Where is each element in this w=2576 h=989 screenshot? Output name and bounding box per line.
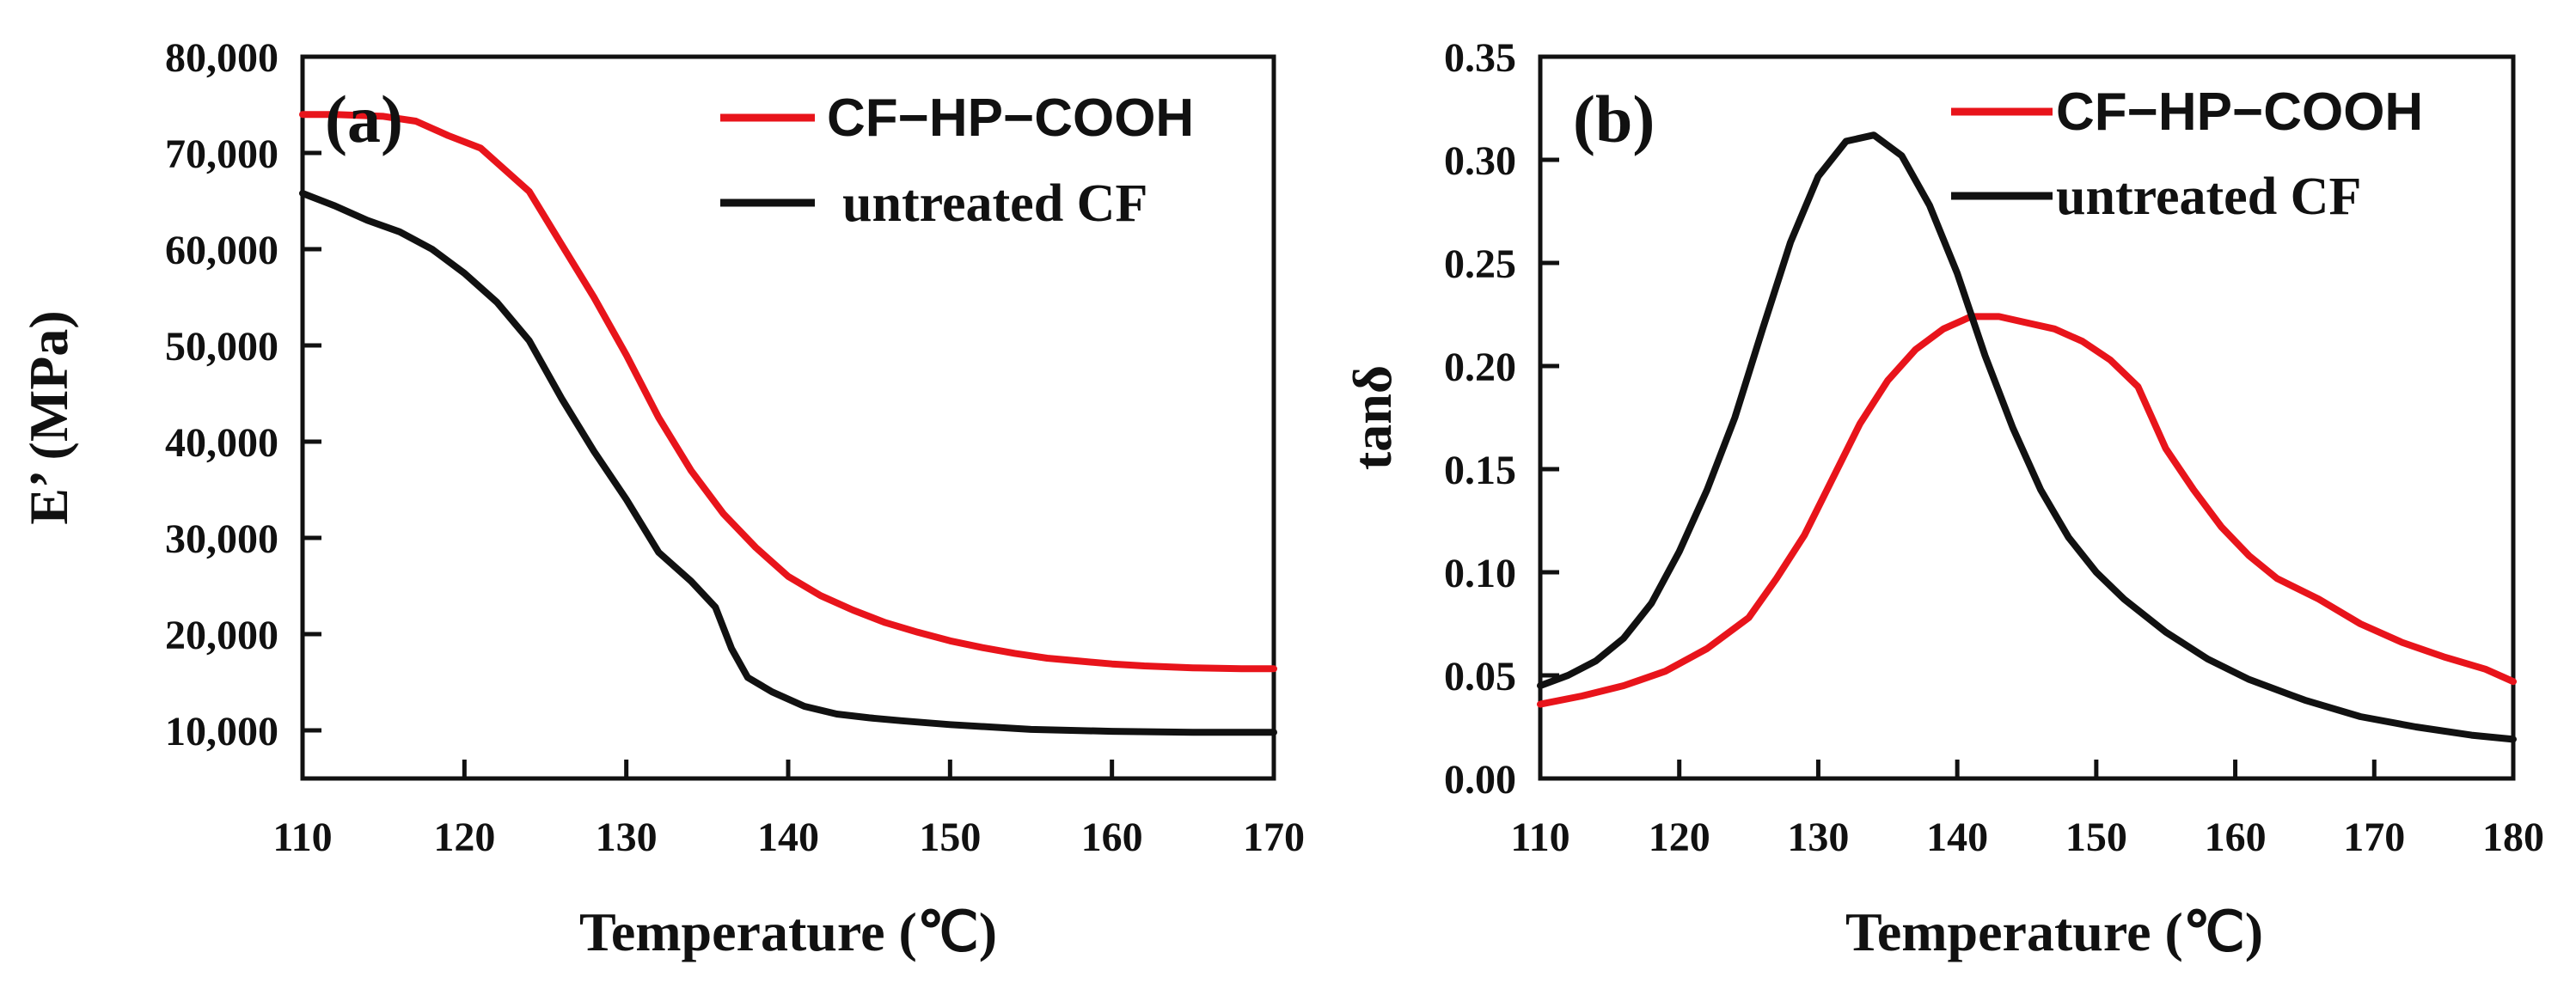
panel-a-y-tick-label: 50,000 [165,324,278,369]
panel-b-x-tick-label: 110 [1510,815,1569,860]
panel-b-series-line-cf-hp-cooh [1537,313,2517,708]
panel-b-y-tick-label: 0.20 [1444,345,1516,390]
panel-b-y-tick-label: 0.10 [1444,551,1516,596]
panel-a-y-tick-label: 30,000 [165,516,278,562]
panel-a-x-tick-label: 110 [272,815,332,860]
panel-a-y-tick-label: 80,000 [165,35,278,81]
panel-b-y-tick-label: 0.00 [1444,757,1516,803]
panel-a-y-tick-label: 70,000 [165,131,278,177]
panel-a-chart: 110 120 130 140 150 160 170 10,000 20,000 30,000 4… [18,35,1305,962]
panel-b-x-tick-label: 120 [1649,815,1710,860]
panel-b-x-tick-label: 170 [2343,815,2405,860]
panel-a-x-axis-title: Temperature (℃) [579,901,997,962]
panel-b-y-tick-label: 0.05 [1444,654,1516,699]
panel-a-series-line-untreated-cf [299,190,1277,736]
panel-b-y-tick-label: 0.30 [1444,138,1516,184]
panel-a-y-tick-label: 40,000 [165,420,278,466]
panel-b-y-axis-title: tanδ [1342,365,1403,470]
panel-b-x-tick-label: 180 [2482,815,2544,860]
panel-a-x-tick-label: 130 [596,815,658,860]
panel-a-y-tick-label: 20,000 [165,613,278,658]
panel-a-y-tick-label: 60,000 [165,228,278,273]
panel-b-y-tick-label: 0.35 [1444,35,1516,81]
panel-a-x-tick-label: 170 [1243,815,1305,860]
panel-b-chart: 110 120 130 140 150 160 170 180 0.00 0.05 0.10 0.15… [1342,35,2544,962]
panel-b-x-axis-title: Temperature (℃) [1845,901,2263,962]
panel-a-legend-label-cf-hp-cooh: CF−HP−COOH [827,89,1194,148]
panel-b-y-tick-label: 0.25 [1444,241,1516,287]
panel-b-x-tick-label: 160 [2205,815,2267,860]
panel-b-series-line-untreated-cf [1537,131,2517,743]
panel-b-label: (b) [1573,82,1655,156]
panel-a-x-tick-label: 160 [1081,815,1143,860]
panel-b-y-tick-label: 0.15 [1444,448,1516,493]
panel-b-x-tick-label: 140 [1926,815,1988,860]
panel-a-x-tick-label: 120 [433,815,495,860]
panel-a-label: (a) [325,82,403,156]
panel-a-plot-frame [300,54,1276,781]
panel-b-legend-label-cf-hp-cooh: CF−HP−COOH [2056,82,2423,142]
panel-a-series-line-cf-hp-cooh [299,111,1277,673]
panel-a-x-tick-label: 150 [919,815,981,860]
panel-a-y-axis-title: E’ (MPa) [18,310,79,524]
panel-a-x-tick-label: 140 [757,815,819,860]
panel-a-y-tick-label: 10,000 [165,709,278,754]
panel-b-plot-frame [1538,54,2516,781]
panel-b-legend-label-untreated-cf: untreated CF [2056,168,2361,226]
panel-b-x-tick-label: 150 [2065,815,2127,860]
panel-a-legend-label-untreated-cf: untreated CF [842,174,1147,233]
panel-b-x-tick-label: 130 [1787,815,1849,860]
